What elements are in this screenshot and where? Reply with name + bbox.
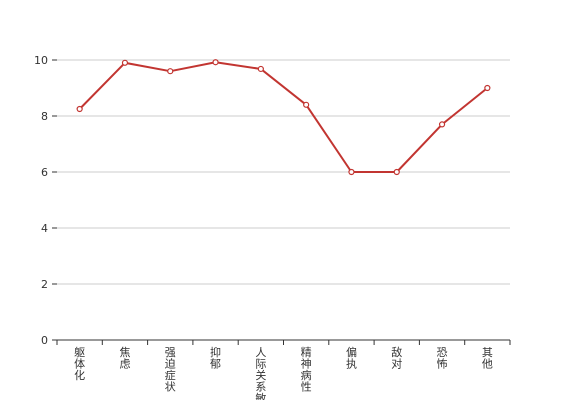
- data-point: [257, 65, 264, 73]
- grid-lines: [57, 59, 510, 285]
- data-point: [438, 121, 446, 128]
- x-tick-label: 强迫症状: [165, 346, 176, 394]
- x-tick-label: 躯体化: [74, 346, 85, 382]
- y-tick-label: 2: [41, 278, 48, 291]
- x-tick-label: 人际关系敏感: [255, 346, 266, 400]
- y-tick-label: 4: [41, 222, 48, 235]
- data-point: [393, 168, 400, 176]
- data-point: [348, 168, 355, 176]
- data-point: [167, 68, 174, 75]
- data-point: [484, 84, 491, 92]
- data-point: [303, 101, 310, 108]
- y-tick-label: 10: [34, 54, 48, 67]
- x-tick-label: 其他: [482, 346, 493, 371]
- x-tick-label: 敌对: [391, 345, 402, 371]
- data-point: [121, 59, 129, 66]
- y-tick-label: 8: [41, 110, 48, 123]
- x-tick-label: 偏执: [346, 345, 357, 371]
- x-tick-label: 焦虑: [119, 346, 130, 371]
- series-line-0: [78, 61, 488, 173]
- x-tick-label: 恐怖: [437, 346, 448, 371]
- series-line: [76, 59, 491, 176]
- axis-labels: 0 2 4 6 8 10 躯体化 焦虑 强迫症状 抑郁 人际关系敏感 精神病性 偏执 敌对 恐怖 其他: [34, 54, 493, 400]
- x-tick-label: 抑郁: [210, 345, 221, 371]
- x-tick-label: 精神病性: [301, 346, 312, 394]
- axes: [52, 59, 511, 345]
- data-point: [76, 105, 83, 113]
- data-point: [212, 59, 219, 66]
- y-tick-label: 0: [41, 334, 48, 347]
- y-tick-label: 6: [41, 166, 48, 179]
